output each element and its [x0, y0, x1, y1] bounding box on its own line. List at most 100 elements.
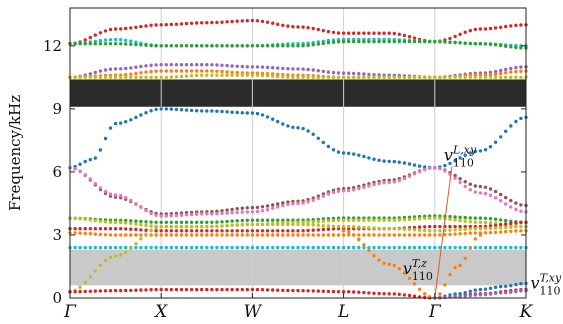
data-point: [341, 75, 346, 80]
data-point: [367, 156, 371, 160]
data-point: [438, 292, 442, 296]
data-point: [306, 129, 310, 133]
data-point: [509, 66, 513, 71]
data-point: [98, 31, 103, 35]
data-point: [382, 233, 386, 237]
data-point: [316, 75, 320, 80]
data-point: [245, 245, 249, 250]
data-point: [215, 233, 219, 237]
data-point: [276, 288, 280, 292]
data-point: [164, 220, 168, 224]
data-point: [453, 215, 457, 219]
data-point: [377, 158, 381, 162]
series-5: [68, 73, 528, 80]
data-point: [357, 233, 361, 237]
data-point: [108, 220, 113, 224]
data-point: [493, 196, 498, 200]
data-point: [276, 245, 280, 250]
data-point: [88, 177, 93, 181]
data-point: [301, 44, 305, 48]
data-point: [463, 41, 467, 45]
data-point: [189, 21, 194, 25]
data-point: [271, 203, 275, 207]
data-point: [428, 216, 432, 220]
data-point: [164, 44, 168, 48]
data-point: [119, 194, 123, 198]
data-point: [402, 218, 407, 222]
data-point: [255, 222, 260, 227]
data-point: [88, 157, 93, 162]
data-point: [286, 67, 290, 71]
data-point: [255, 65, 260, 69]
data-point: [205, 287, 209, 292]
data-point: [417, 217, 422, 221]
y-axis-label: Frequency/kHz: [6, 95, 24, 211]
data-point: [473, 231, 477, 235]
data-point: [113, 67, 118, 71]
data-point: [499, 75, 503, 80]
data-point: [174, 75, 179, 79]
data-point: [230, 19, 234, 24]
data-point: [124, 38, 128, 42]
data-point: [281, 201, 285, 205]
data-point: [519, 282, 523, 286]
data-point: [205, 224, 209, 229]
data-point: [144, 75, 148, 80]
data-point: [144, 223, 148, 228]
data-point: [220, 224, 224, 228]
data-point: [169, 75, 173, 79]
data-point: [519, 116, 523, 121]
data-point: [271, 44, 275, 48]
data-point: [509, 70, 513, 74]
data-point: [265, 288, 270, 292]
data-point: [276, 218, 280, 222]
data-point: [407, 245, 412, 250]
data-point: [352, 152, 356, 156]
data-point: [483, 42, 488, 46]
data-point: [316, 27, 320, 32]
data-point: [291, 229, 295, 233]
data-point: [144, 24, 148, 28]
data-point: [499, 135, 503, 139]
data-point: [281, 122, 285, 126]
data-point: [276, 74, 280, 79]
data-point: [438, 224, 442, 229]
data-point: [473, 42, 477, 46]
data-point: [134, 115, 138, 120]
data-point: [210, 73, 214, 77]
data-point: [154, 220, 158, 224]
data-point: [276, 66, 280, 70]
data-point: [316, 69, 320, 73]
data-point: [225, 224, 229, 228]
data-point: [407, 75, 412, 80]
data-point: [499, 25, 503, 29]
data-point: [189, 69, 194, 73]
data-point: [306, 220, 310, 224]
data-point: [250, 44, 255, 48]
data-point: [255, 73, 260, 78]
data-point: [347, 75, 351, 80]
data-point: [331, 30, 336, 35]
data-point: [423, 216, 427, 221]
data-point: [316, 228, 320, 232]
annotation-label-1: vT,z 110: [403, 257, 433, 283]
data-point: [286, 24, 290, 28]
data-point: [195, 21, 199, 25]
data-point: [478, 149, 483, 153]
data-point: [347, 71, 351, 75]
data-point: [154, 107, 158, 112]
data-point: [463, 215, 467, 220]
data-point: [124, 245, 128, 250]
data-point: [382, 245, 386, 250]
data-point: [154, 63, 158, 67]
data-point: [83, 42, 87, 46]
data-point: [245, 218, 249, 222]
data-point: [352, 290, 356, 294]
data-point: [448, 273, 452, 277]
data-point: [402, 33, 407, 38]
data-point: [144, 245, 148, 250]
data-point: [179, 22, 184, 26]
data-point: [331, 75, 336, 80]
data-point: [423, 245, 427, 250]
